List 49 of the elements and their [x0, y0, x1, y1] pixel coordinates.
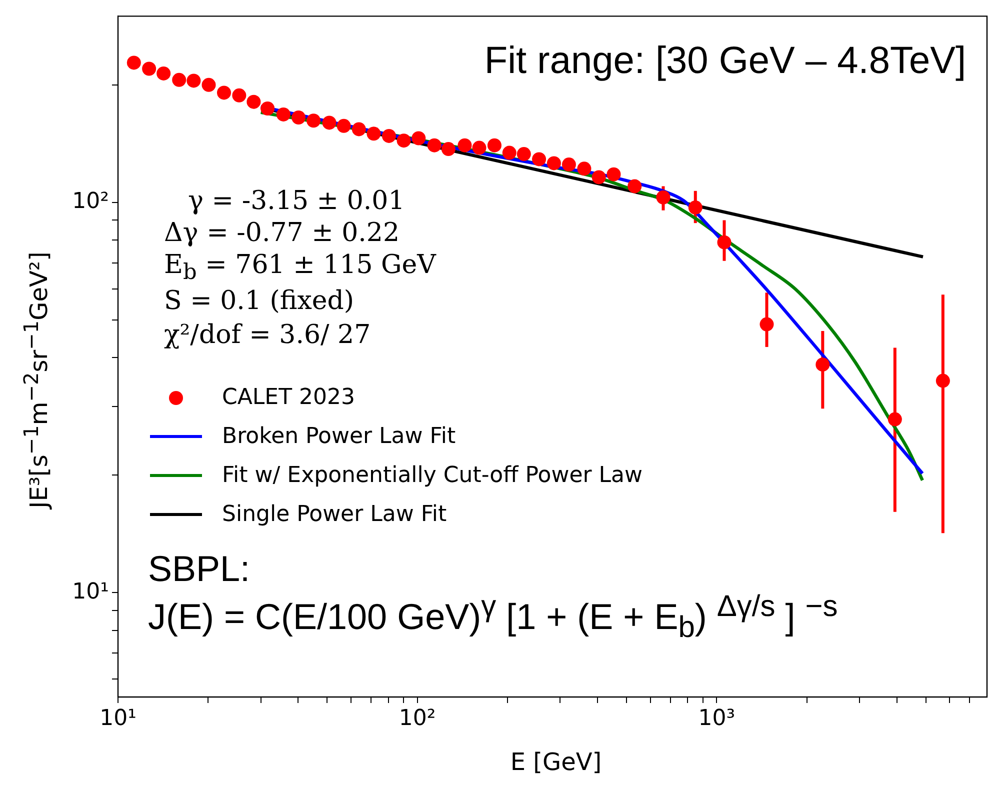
point	[592, 170, 606, 184]
point	[487, 138, 502, 152]
x-axis-title: E [GeV]	[510, 748, 602, 776]
point	[532, 152, 546, 166]
x-tick-label: 10¹	[100, 706, 136, 731]
annotation: χ²/dof = 3.6/ 27	[164, 320, 371, 350]
point	[352, 122, 366, 136]
point	[260, 102, 275, 116]
point	[292, 110, 306, 125]
annotation: γ = -3.15 ± 0.01	[188, 186, 405, 216]
point	[276, 107, 290, 122]
annotation: SBPL:	[148, 548, 250, 590]
point	[458, 138, 472, 152]
point	[546, 156, 561, 170]
legend-label: CALET 2023	[222, 385, 355, 410]
point	[562, 158, 576, 172]
point	[126, 56, 141, 70]
annotation: Δγ = -0.77 ± 0.22	[164, 218, 400, 248]
point	[186, 74, 201, 88]
point	[366, 126, 381, 141]
annotation: E$_{b}$ = 761 ± 115 GeV	[164, 250, 436, 286]
legend-label: Single Power Law Fit	[222, 502, 447, 527]
point	[412, 131, 426, 146]
point	[172, 72, 186, 87]
point	[577, 162, 592, 176]
point	[516, 147, 531, 162]
point	[606, 167, 621, 182]
x-tick-label: 10²	[398, 706, 436, 731]
point	[336, 118, 351, 133]
legend-label: Broken Power Law Fit	[222, 424, 456, 449]
point	[396, 134, 411, 148]
legend-label: Fit w/ Exponentially Cut-off Power Law	[222, 463, 643, 488]
point	[382, 128, 396, 143]
point	[156, 66, 171, 80]
point	[217, 86, 231, 100]
point	[246, 94, 261, 109]
point	[441, 142, 456, 156]
annotation: Fit range: [30 GeV – 4.8TeV]	[484, 40, 966, 83]
point	[202, 78, 216, 92]
point	[232, 88, 246, 102]
point	[306, 114, 321, 128]
point	[142, 62, 156, 76]
point	[472, 140, 486, 155]
annotation: J(E) = C(E/100 GeV)$^{γ}$ [1 + (E + E$_{b}$) $^{Δγ/s}$ ] $^{−s}$	[148, 590, 838, 646]
annotation: S = 0.1 (fixed)	[164, 286, 354, 316]
point	[502, 146, 516, 160]
point	[427, 138, 442, 152]
x-tick-label: 10³	[698, 706, 736, 731]
point	[322, 116, 336, 130]
